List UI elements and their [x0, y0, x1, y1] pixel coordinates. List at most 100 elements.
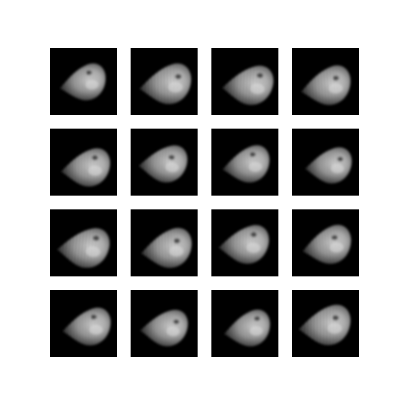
- image-content: [140, 309, 188, 347]
- head-shape: [222, 145, 270, 183]
- head-stripes: [62, 307, 111, 346]
- eye: [249, 152, 256, 157]
- head-stripes: [61, 148, 111, 187]
- eye: [168, 154, 175, 160]
- highlight: [246, 242, 261, 253]
- head-shape: [60, 63, 106, 101]
- head-blob: [222, 145, 270, 183]
- highlight: [328, 83, 343, 94]
- image-content: [138, 145, 188, 183]
- head-blob: [224, 309, 270, 347]
- head-stripes: [139, 63, 192, 105]
- sample-image: [211, 290, 279, 357]
- head-blob: [61, 148, 111, 187]
- eye: [93, 235, 100, 241]
- head-stripes: [298, 304, 351, 346]
- head-shape: [224, 309, 270, 347]
- highlight: [165, 162, 179, 173]
- image-content: [298, 304, 351, 346]
- eye: [337, 156, 344, 162]
- highlight: [248, 162, 262, 172]
- head-shape: [139, 63, 192, 105]
- highlight: [329, 242, 344, 253]
- image-content: [305, 147, 352, 184]
- head-shape: [298, 304, 351, 346]
- image-content: [218, 225, 270, 264]
- head-shape: [141, 227, 192, 268]
- eye: [332, 75, 339, 81]
- eye: [91, 155, 98, 161]
- image-content: [224, 309, 270, 347]
- head-stripes: [140, 309, 188, 347]
- eye: [90, 314, 97, 320]
- image-content: [302, 224, 351, 264]
- head-stripes: [138, 145, 188, 183]
- highlight: [89, 324, 103, 335]
- sample-image: [50, 290, 117, 357]
- image-content: [141, 227, 192, 268]
- highlight: [85, 80, 99, 90]
- sample-image: [50, 209, 117, 277]
- highlight: [327, 323, 342, 334]
- highlight: [169, 245, 184, 257]
- eye: [254, 316, 260, 321]
- highlight: [250, 83, 265, 94]
- image-content: [61, 148, 111, 187]
- sample-image: [292, 209, 359, 277]
- head-blob: [139, 63, 192, 105]
- sample-image: [211, 48, 279, 115]
- sample-image: [130, 290, 198, 357]
- image-content: [62, 307, 111, 346]
- eye: [175, 73, 182, 80]
- head-blob: [138, 145, 188, 183]
- eye: [256, 72, 264, 79]
- head-shape: [302, 224, 351, 264]
- head-blob: [57, 228, 110, 268]
- eye: [173, 238, 180, 244]
- head-blob: [302, 224, 351, 264]
- sample-image: [292, 128, 359, 196]
- sample-image: [130, 128, 198, 196]
- image-content: [139, 63, 192, 105]
- sample-image: [292, 48, 359, 115]
- sample-image: [50, 48, 117, 115]
- eye: [250, 232, 257, 238]
- head-shape: [61, 148, 111, 187]
- head-stripes: [222, 145, 270, 183]
- head-blob: [301, 65, 351, 106]
- sample-image: [130, 209, 198, 277]
- head-shape: [301, 65, 351, 106]
- eye: [86, 70, 92, 76]
- head-shape: [140, 309, 188, 347]
- sample-image: [50, 128, 117, 196]
- head-stripes: [302, 224, 351, 264]
- head-blob: [305, 147, 352, 184]
- head-shape: [62, 307, 111, 346]
- head-blob: [62, 307, 111, 346]
- sample-image: [211, 128, 279, 196]
- eye: [331, 235, 338, 241]
- image-content: [222, 145, 270, 183]
- highlight: [249, 326, 263, 336]
- image-content: [222, 65, 274, 105]
- highlight: [167, 81, 183, 93]
- image-content: [60, 63, 106, 101]
- eye: [332, 315, 339, 321]
- head-stripes: [301, 65, 351, 106]
- head-blob: [298, 304, 351, 346]
- head-shape: [222, 65, 274, 105]
- head-blob: [140, 309, 188, 347]
- head-shape: [57, 228, 110, 268]
- highlight: [85, 246, 101, 257]
- sample-image: [292, 290, 359, 357]
- head-stripes: [305, 147, 352, 184]
- highlight: [330, 163, 344, 174]
- head-blob: [218, 225, 270, 264]
- head-blob: [60, 63, 106, 101]
- image-content: [301, 65, 351, 106]
- eye: [173, 319, 180, 325]
- highlight: [87, 165, 102, 176]
- head-shape: [305, 147, 352, 184]
- head-shape: [138, 145, 188, 183]
